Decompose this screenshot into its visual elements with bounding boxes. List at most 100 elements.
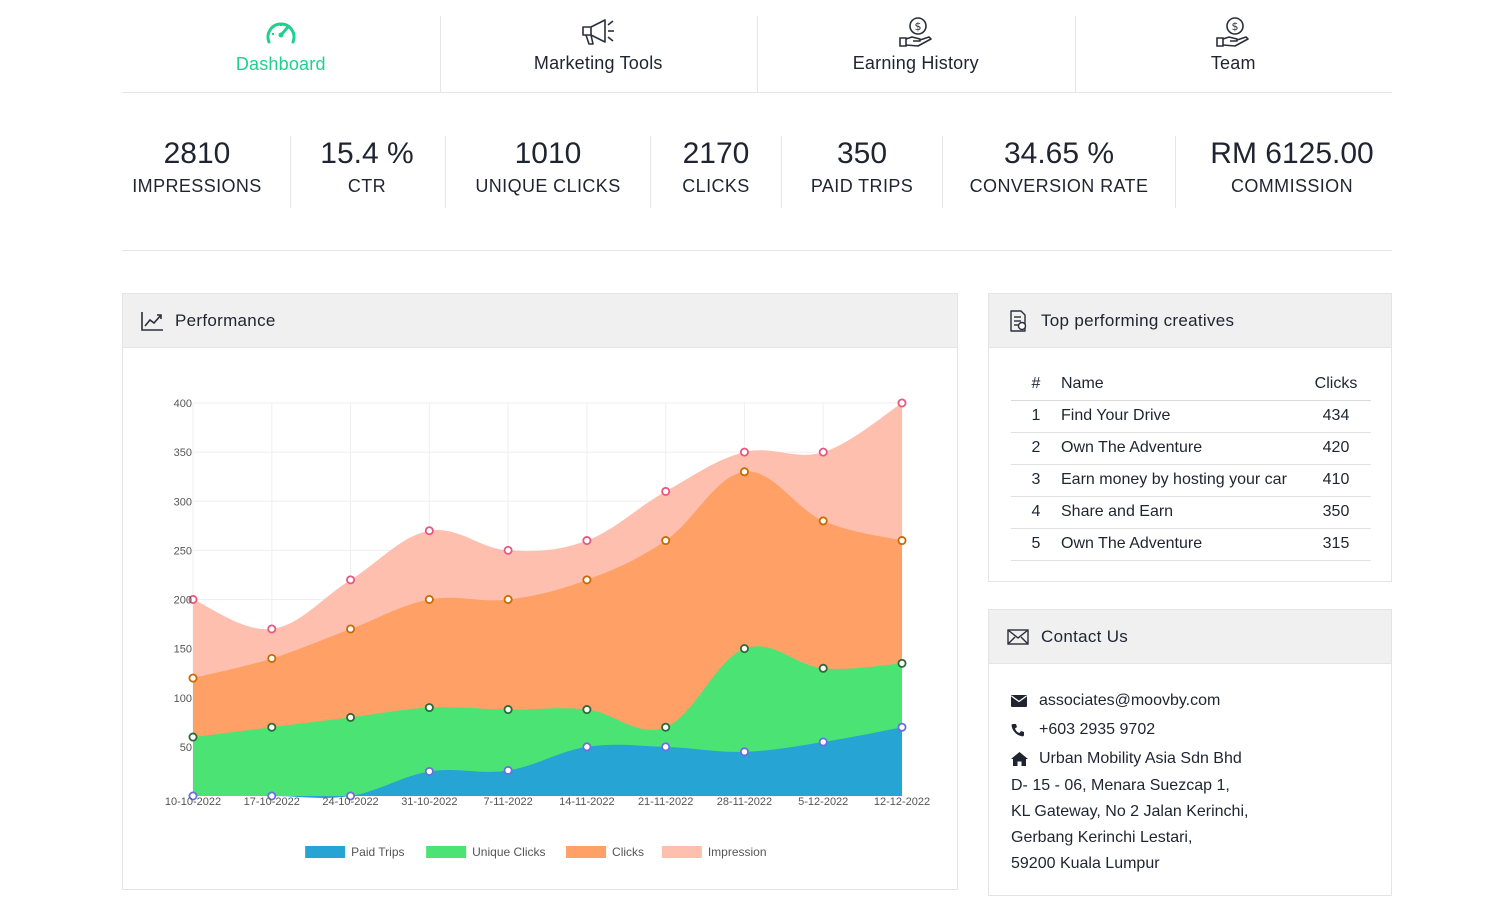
- speedometer-icon: [261, 16, 301, 48]
- contact-panel: Contact Us associates@moovby.com +603 29…: [988, 609, 1392, 896]
- contact-phone-row: +603 2935 9702: [1011, 715, 1248, 744]
- y-tick-label: 300: [174, 496, 192, 508]
- x-tick-label: 7-11-2022: [483, 796, 532, 808]
- top-creatives-panel: Top performing creatives # Name Clicks 1…: [988, 293, 1392, 582]
- cell-clicks: 434: [1301, 400, 1371, 433]
- tab-team[interactable]: $ Team: [1074, 0, 1393, 92]
- creatives-title: Top performing creatives: [1041, 310, 1235, 330]
- x-tick-label: 28-11-2022: [717, 796, 772, 808]
- contact-company: Urban Mobility Asia Sdn Bhd: [1039, 749, 1242, 767]
- cell-name: Share and Earn: [1061, 496, 1301, 529]
- x-tick-label: 24-10-2022: [322, 796, 378, 808]
- stat-divider: [650, 136, 651, 208]
- data-point-unique-clicks: [582, 705, 592, 715]
- data-point-paid-trips: [503, 765, 513, 775]
- cell-name: Earn money by hosting your car: [1061, 464, 1301, 497]
- data-point-impression: [267, 624, 277, 634]
- data-point-clicks: [661, 536, 671, 546]
- series-area-paid-trips: [193, 727, 902, 798]
- stat-label: PAID TRIPS: [810, 176, 914, 196]
- table-header-row: # Name Clicks: [1011, 368, 1371, 401]
- data-point-unique-clicks: [503, 705, 513, 715]
- col-clicks: Clicks: [1301, 368, 1371, 401]
- legend-swatch-clicks: [566, 846, 607, 858]
- data-point-paid-trips: [739, 747, 749, 757]
- hand-money-icon: $: [896, 16, 936, 48]
- performance-header: Performance: [123, 294, 957, 348]
- contact-title: Contact Us: [1041, 626, 1129, 646]
- x-tick-label: 12-12-2022: [874, 796, 930, 808]
- legend-label-clicks: Clicks: [612, 845, 644, 859]
- cell-num: 5: [1011, 528, 1061, 561]
- data-point-paid-trips: [188, 791, 198, 801]
- contact-email-row: associates@moovby.com: [1011, 686, 1248, 715]
- y-tick-label: 400: [174, 398, 192, 410]
- x-tick-label: 14-11-2022: [559, 796, 614, 808]
- stat-label: UNIQUE CLICKS: [475, 176, 621, 196]
- data-point-impression: [582, 536, 592, 546]
- home-icon: [1011, 751, 1031, 767]
- data-point-impression: [661, 486, 671, 496]
- performance-panel: Performance 50 100 150 200 250 300 350 400 10-10…: [122, 293, 958, 890]
- data-point-paid-trips: [897, 722, 907, 732]
- data-point-unique-clicks: [739, 644, 749, 654]
- table-row: 5 Own The Adventure 315: [1011, 528, 1371, 561]
- data-point-unique-clicks: [897, 658, 907, 668]
- svg-text:$: $: [914, 20, 921, 33]
- data-point-unique-clicks: [267, 722, 277, 732]
- tab-dashboard-label: Dashboard: [235, 54, 326, 74]
- address-line: KL Gateway, No 2 Jalan Kerinchi,: [1011, 803, 1249, 820]
- tab-team-label: Team: [1210, 53, 1256, 73]
- legend-label-impression: Impression: [708, 845, 767, 859]
- stat-label: IMPRESSIONS: [132, 176, 262, 196]
- col-name: Name: [1061, 368, 1301, 401]
- table-row: 2 Own The Adventure 420: [1011, 432, 1371, 465]
- tab-earning-history-label: Earning History: [852, 53, 979, 73]
- cell-clicks: 350: [1301, 496, 1371, 529]
- data-point-impression: [188, 594, 198, 604]
- tab-marketing-tools[interactable]: Marketing Tools: [439, 0, 758, 92]
- contact-details: associates@moovby.com +603 2935 9702 Urb…: [1011, 686, 1248, 877]
- data-point-paid-trips: [424, 766, 434, 776]
- contact-email[interactable]: associates@moovby.com: [1039, 691, 1221, 709]
- data-point-clicks: [818, 516, 828, 526]
- stat-value: RM 6125.00: [1210, 137, 1374, 170]
- y-tick-label: 150: [174, 644, 192, 656]
- legend-swatch-unique-clicks: [426, 846, 467, 858]
- data-point-unique-clicks: [188, 732, 198, 742]
- line-chart-icon: [139, 308, 165, 334]
- data-point-unique-clicks: [346, 712, 356, 722]
- data-point-impression: [503, 545, 513, 555]
- contact-header: Contact Us: [989, 610, 1391, 664]
- stat-value: 34.65 %: [1003, 137, 1115, 170]
- stat-divider: [1175, 136, 1176, 208]
- performance-title: Performance: [175, 310, 276, 330]
- cell-clicks: 410: [1301, 464, 1371, 497]
- data-point-clicks: [188, 673, 198, 683]
- tab-dashboard[interactable]: Dashboard: [122, 0, 440, 92]
- top-nav-tabs: Dashboard Marketing Tools $ Earning Hist…: [122, 0, 1392, 93]
- tab-earning-history[interactable]: $ Earning History: [757, 0, 1075, 92]
- y-tick-label: 200: [174, 595, 192, 607]
- cell-name: Own The Adventure: [1061, 528, 1301, 561]
- x-tick-label: 21-11-2022: [638, 796, 693, 808]
- hand-money-icon: $: [1213, 16, 1253, 48]
- data-point-impression: [424, 526, 434, 536]
- x-tick-label: 17-10-2022: [244, 796, 300, 808]
- stat-value: 350: [836, 137, 888, 170]
- stat-value: 2810: [163, 137, 231, 170]
- cell-num: 1: [1011, 400, 1061, 433]
- data-point-clicks: [739, 467, 749, 477]
- contact-phone[interactable]: +603 2935 9702: [1039, 720, 1156, 738]
- stat-divider: [942, 136, 943, 208]
- x-tick-label: 31-10-2022: [401, 796, 457, 808]
- cell-clicks: 315: [1301, 528, 1371, 561]
- data-point-unique-clicks: [661, 722, 671, 732]
- cell-num: 3: [1011, 464, 1061, 497]
- data-point-impression: [739, 447, 749, 457]
- data-point-clicks: [897, 536, 907, 546]
- data-point-paid-trips: [267, 791, 277, 801]
- phone-icon: [1011, 722, 1031, 738]
- stat-impressions: 2810 IMPRESSIONS: [122, 136, 272, 208]
- stat-value: 1010: [514, 137, 582, 170]
